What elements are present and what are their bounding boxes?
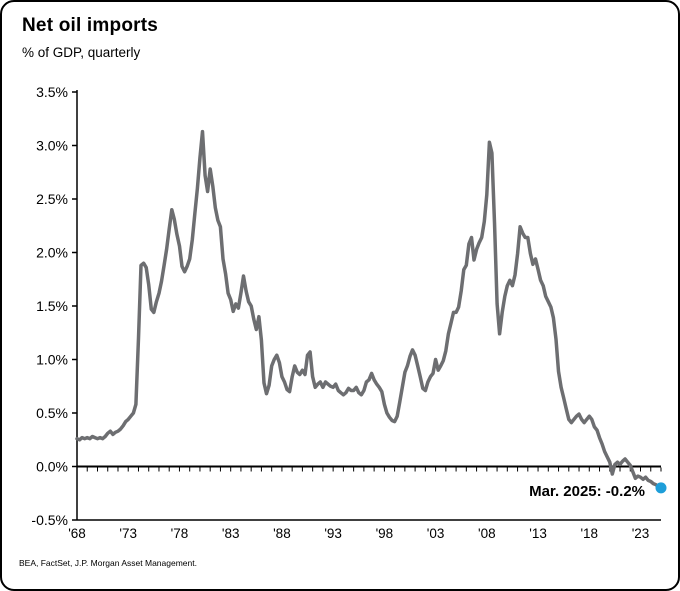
chart-title: Net oil imports [22,15,159,36]
x-tick-label: '83 [222,526,240,541]
y-tick-label: 1.5% [36,298,68,314]
y-tick-label: 3.5% [36,84,68,100]
y-tick-label: -0.5% [31,512,68,528]
y-tick-label: 2.0% [36,245,68,261]
source-note: BEA, FactSet, J.P. Morgan Asset Manageme… [19,558,197,568]
x-tick-label: '88 [273,526,291,541]
x-tick-label: '93 [324,526,342,541]
x-tick-label: '98 [376,526,394,541]
x-tick-label: '18 [580,526,598,541]
x-tick-label: '13 [529,526,547,541]
latest-value-annotation: Mar. 2025: -0.2% [529,483,645,500]
x-tick-label: '08 [478,526,496,541]
x-tick-label: '23 [632,526,650,541]
latest-value-dot [655,482,667,494]
y-tick-label: 3.0% [36,138,68,154]
x-tick-label: '78 [171,526,189,541]
y-tick-label: 1.0% [36,352,68,368]
net-oil-imports-series-line [75,129,663,490]
y-tick-label: 0.5% [36,405,68,421]
chart-subtitle: % of GDP, quarterly [22,45,141,60]
x-tick-label: '03 [427,526,445,541]
y-tick-label: 2.5% [36,191,68,207]
x-tick-label: '73 [119,526,137,541]
y-tick-label: 0.0% [36,459,68,475]
x-tick-label: '68 [68,526,86,541]
